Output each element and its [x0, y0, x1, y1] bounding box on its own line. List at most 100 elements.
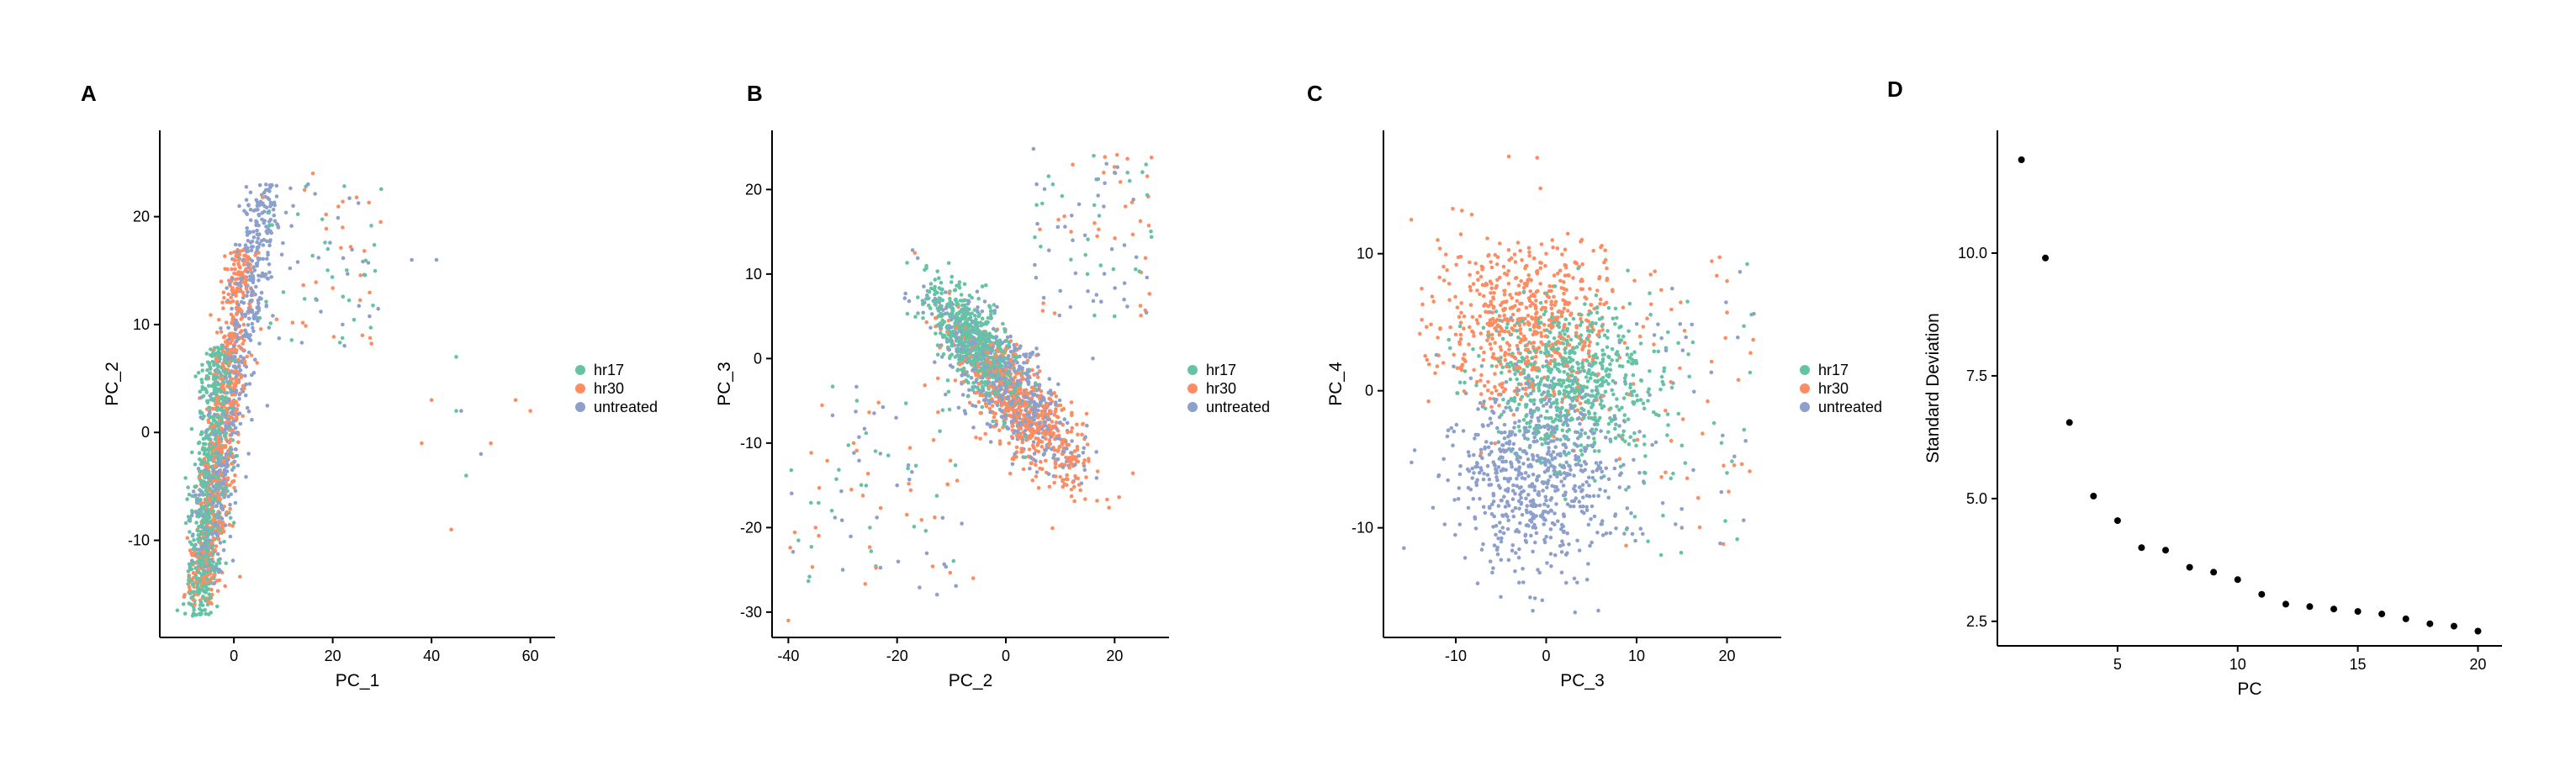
- point-untreated: [250, 309, 255, 314]
- point-untreated: [1491, 500, 1496, 504]
- point-untreated: [257, 301, 261, 306]
- point-untreated: [193, 493, 198, 497]
- point-hr17: [210, 526, 214, 531]
- point-hr17: [183, 476, 188, 480]
- point-hr30: [1005, 404, 1009, 409]
- point-untreated: [1574, 453, 1578, 458]
- point-untreated: [1604, 531, 1609, 536]
- point-untreated: [1086, 289, 1090, 293]
- point-untreated: [1030, 407, 1035, 411]
- point-hr30: [1516, 292, 1521, 296]
- point-hr17: [976, 368, 981, 373]
- point-hr17: [830, 384, 835, 389]
- point-untreated: [971, 368, 975, 373]
- point-hr17: [1006, 382, 1010, 386]
- point-hr17: [202, 512, 207, 516]
- point-hr17: [1666, 330, 1670, 335]
- point-hr17: [1620, 364, 1625, 369]
- point-hr17: [211, 351, 215, 355]
- point-hr30: [214, 479, 219, 483]
- point-hr17: [948, 296, 952, 301]
- point-untreated: [262, 237, 267, 242]
- point-hr30: [230, 319, 235, 323]
- point-untreated: [1516, 555, 1521, 560]
- point-hr30: [230, 267, 234, 272]
- point-hr30: [241, 322, 246, 327]
- point-hr30: [1045, 402, 1049, 407]
- point-hr17: [1516, 425, 1521, 429]
- point-hr17: [1600, 375, 1605, 380]
- point-hr17: [985, 362, 989, 367]
- point-hr30: [1119, 180, 1123, 184]
- point-untreated: [235, 249, 240, 254]
- point-untreated: [235, 463, 241, 468]
- point-untreated: [217, 463, 221, 467]
- y-tick-label: 20: [745, 181, 762, 198]
- point-hr30: [1149, 156, 1154, 160]
- point-hr17: [935, 343, 940, 347]
- point-hr30: [1072, 449, 1077, 453]
- point-hr17: [960, 357, 965, 362]
- point-hr17: [201, 484, 205, 489]
- point-hr30: [1574, 296, 1579, 300]
- point-hr17: [936, 314, 941, 319]
- point-untreated: [849, 534, 853, 539]
- point-untreated: [268, 185, 272, 190]
- point-hr30: [1130, 232, 1135, 237]
- point-untreated: [269, 275, 274, 279]
- point-hr17: [905, 261, 909, 265]
- point-untreated: [1573, 489, 1578, 494]
- point-hr17: [201, 460, 206, 464]
- point-hr17: [1023, 455, 1028, 460]
- point-untreated: [257, 241, 262, 246]
- point-hr30: [1024, 391, 1029, 396]
- point-hr30: [231, 290, 236, 294]
- point-untreated: [306, 182, 310, 187]
- point-untreated: [236, 364, 241, 369]
- point-hr17: [188, 591, 193, 596]
- point-untreated: [1109, 247, 1114, 251]
- point-hr30: [1042, 408, 1047, 412]
- point-hr17: [986, 320, 990, 325]
- point-untreated: [255, 228, 259, 233]
- point-hr17: [1606, 421, 1611, 426]
- point-hr30: [907, 446, 912, 450]
- point-untreated: [999, 394, 1004, 399]
- panel-letter-c: C: [1307, 81, 1323, 106]
- point-hr30: [211, 442, 215, 446]
- point-hr17: [1564, 338, 1569, 343]
- point-hr30: [1061, 479, 1065, 484]
- point-untreated: [929, 312, 934, 316]
- point-hr30: [1519, 279, 1523, 283]
- point-hr30: [1038, 227, 1042, 232]
- point-untreated: [251, 265, 256, 270]
- point-hr30: [1076, 483, 1082, 487]
- point-untreated: [227, 398, 231, 403]
- point-untreated: [1664, 348, 1669, 353]
- point-untreated: [1638, 526, 1643, 531]
- point-hr30: [1115, 152, 1119, 157]
- point-hr17: [198, 606, 202, 611]
- point-untreated: [1559, 527, 1563, 531]
- point-hr17: [206, 375, 211, 379]
- point-untreated: [1679, 507, 1684, 511]
- point-hr17: [980, 405, 985, 410]
- point-hr30: [1032, 373, 1036, 377]
- point-hr30: [290, 320, 295, 325]
- point-hr30: [230, 299, 235, 304]
- point-untreated: [1070, 213, 1074, 218]
- point-hr30: [1019, 374, 1024, 378]
- point-hr30: [1139, 313, 1143, 318]
- point-hr17: [1501, 397, 1505, 402]
- point-hr17: [964, 378, 968, 383]
- point-hr30: [225, 406, 229, 411]
- point-hr30: [1489, 405, 1494, 410]
- point-hr30: [976, 399, 981, 405]
- point-hr30: [1435, 364, 1440, 368]
- point-untreated: [1032, 452, 1037, 456]
- point-untreated: [212, 581, 216, 586]
- point-hr30: [235, 286, 240, 291]
- point-untreated: [995, 304, 999, 309]
- point-hr30: [933, 316, 938, 320]
- point-untreated: [966, 299, 971, 303]
